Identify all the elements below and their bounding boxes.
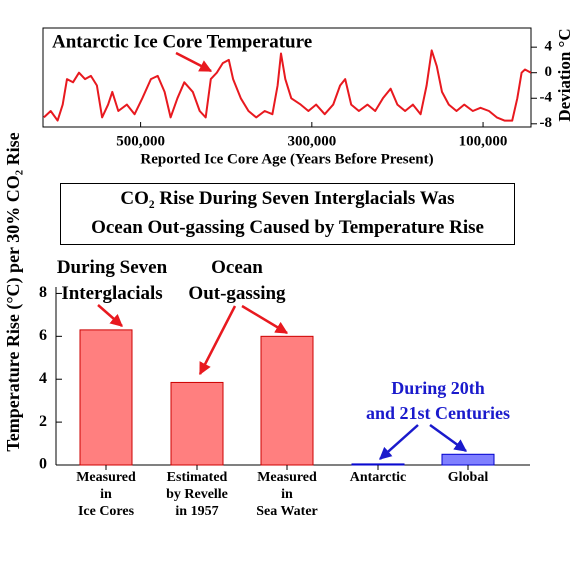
box-title: CO₂ Rise During Seven Interglacials Was …	[60, 183, 515, 245]
x-tick-label: Antarctic	[349, 470, 407, 485]
top-title: Antarctic Ice Core Temperature	[52, 31, 312, 52]
y-tick-label: 0	[545, 64, 553, 80]
y-tick-label: -8	[540, 115, 553, 131]
arrow	[429, 423, 468, 453]
annotation: During 20th and 21st Centuries	[365, 378, 510, 423]
x-tick-label: 100,000	[459, 133, 508, 149]
top-frame	[42, 27, 532, 128]
arrow	[97, 304, 123, 327]
arrows	[97, 51, 289, 376]
y-tick-label: 0	[39, 456, 47, 473]
y-axis-title: Temperature Rise (°C) per 30% CO₂ Rise	[3, 132, 24, 451]
temperature-line	[43, 49, 532, 122]
bar	[441, 453, 495, 466]
y-tick-label: 4	[545, 39, 553, 55]
x-tick-label: Measured in Sea Water	[256, 470, 318, 519]
x-tick-label: 500,000	[116, 133, 165, 149]
arrows-blue	[379, 423, 468, 460]
y-tick-label: -4	[540, 90, 553, 106]
x-tick-label: Estimated by Revelle in 1957	[166, 470, 228, 519]
x-tick-label: Measured in Ice Cores	[76, 470, 136, 519]
arrow	[175, 51, 213, 73]
x-tick-label: 300,000	[287, 133, 336, 149]
arrow	[379, 424, 419, 460]
y-tick-label: 2	[39, 413, 47, 430]
y-tick-label: 4	[39, 370, 47, 387]
y-tick-label: 6	[39, 327, 47, 344]
y-tick-label: 8	[39, 284, 47, 301]
annotation: During Seven Interglacials	[56, 257, 168, 304]
x-axis-title: Reported Ice Core Age (Years Before Pres…	[140, 151, 433, 167]
y2-axis-title: Deviation °C	[555, 28, 574, 121]
x-tick-label: Global	[447, 470, 489, 485]
bar	[351, 463, 405, 466]
bar	[260, 335, 314, 466]
annotation: Ocean Out-gassing	[188, 257, 286, 304]
bar	[170, 381, 224, 466]
arrow	[198, 305, 237, 376]
arrow	[241, 304, 289, 335]
bar	[79, 329, 133, 466]
